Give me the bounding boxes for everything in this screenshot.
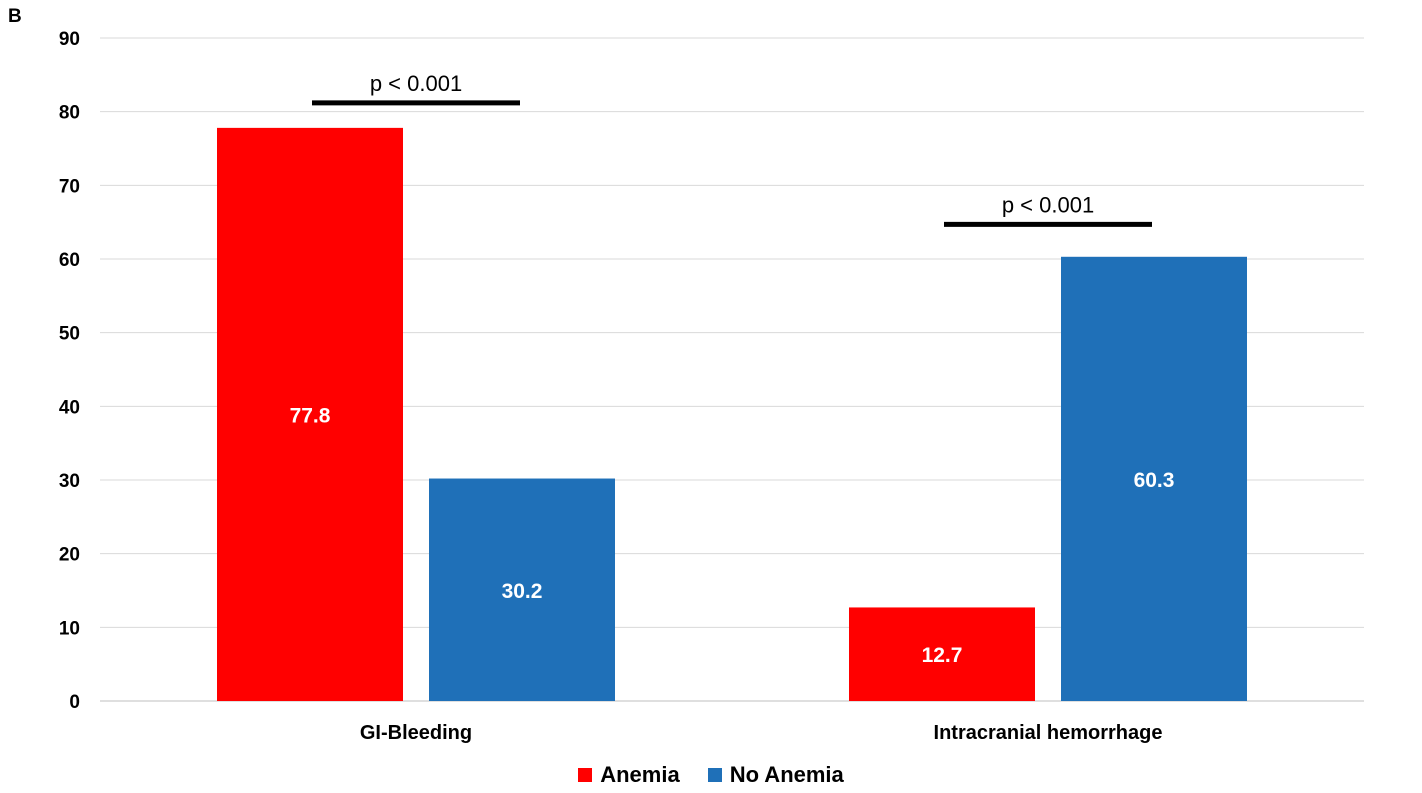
y-axis-ticks: 0 10 20 30 40 50 60 70 80 90 — [59, 29, 80, 713]
y-tick-label: 80 — [59, 103, 80, 124]
legend-label-anemia: Anemia — [600, 762, 680, 787]
p-value-label: p < 0.001 — [370, 71, 462, 96]
bar — [849, 607, 1035, 701]
x-tick-label: Intracranial hemorrhage — [934, 722, 1163, 744]
panel-label: B — [8, 6, 22, 27]
y-tick-label: 30 — [59, 471, 80, 492]
bars: 77.8 30.2 12.7 60.3 — [217, 127, 1247, 701]
bar-data-label: 12.7 — [922, 644, 963, 667]
legend-swatch-no-anemia — [707, 768, 722, 782]
legend-item-no-anemia: No Anemia — [707, 762, 844, 788]
legend-item-anemia: Anemia — [578, 762, 680, 788]
significance-annotations: p < 0.001 p < 0.001 — [312, 71, 1152, 227]
legend-label-no-anemia: No Anemia — [729, 762, 844, 787]
bar — [217, 127, 403, 701]
y-tick-label: 40 — [59, 397, 80, 418]
bar-data-label: 77.8 — [290, 404, 331, 427]
bar — [1061, 256, 1247, 701]
bar-data-label: 30.2 — [502, 580, 543, 603]
bar-data-label: 60.3 — [1134, 469, 1175, 492]
x-tick-label: GI-Bleeding — [360, 722, 472, 744]
x-axis-ticks: GI-Bleeding Intracranial hemorrhage — [360, 722, 1163, 744]
y-tick-label: 10 — [59, 618, 80, 639]
y-tick-label: 70 — [59, 176, 80, 197]
p-value-label: p < 0.001 — [1002, 192, 1094, 217]
y-tick-label: 90 — [59, 29, 80, 50]
y-tick-label: 0 — [69, 692, 80, 713]
legend: Anemia No Anemia — [0, 762, 1422, 788]
legend-swatch-anemia — [578, 768, 593, 782]
y-tick-label: 60 — [59, 250, 80, 271]
bar-chart: 0 10 20 30 40 50 60 70 80 90 77.8 30.2 12.7 60.3 GI-… — [59, 29, 1364, 744]
y-tick-label: 50 — [59, 324, 80, 345]
y-tick-label: 20 — [59, 545, 80, 566]
bar — [429, 478, 615, 701]
